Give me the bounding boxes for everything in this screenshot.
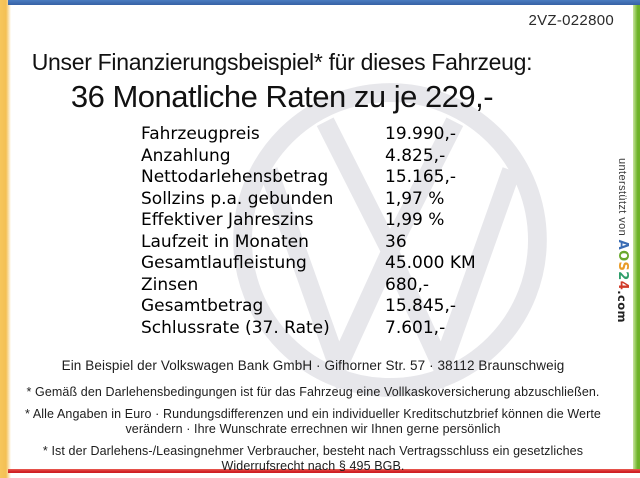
row-label: Sollzins p.a. gebunden — [141, 188, 334, 209]
headline: Unser Finanzierungsbeispiel* für dieses … — [8, 49, 556, 115]
table-row: Gesamtbetrag 15.845,- — [141, 296, 476, 318]
table-row: Zinsen 680,- — [141, 275, 476, 297]
footnote: * Gemäß den Darlehensbedingungen ist für… — [26, 385, 600, 399]
row-value: 45.000 KM — [385, 253, 476, 273]
footnote: * Alle Angaben in Euro · Rundungsdiffere… — [25, 406, 601, 437]
row-value: 15.845,- — [385, 296, 457, 316]
row-value: 1,99 % — [385, 210, 445, 230]
table-row: Anzahlung 4.825,- — [141, 146, 476, 168]
table-row: Fahrzeugpreis 19.990,- — [141, 124, 476, 146]
table-row: Sollzins p.a. gebunden 1,97 % — [141, 189, 476, 211]
supported-by-note: unterstützt von AOS24.com — [615, 158, 630, 323]
frame-right-green-bar — [633, 5, 640, 470]
aos24-logo-letter: A — [615, 239, 630, 251]
frame-top-blue-bar — [8, 0, 640, 5]
supported-by-text: unterstützt von — [616, 158, 628, 240]
aos24-logo-letter: O — [615, 250, 630, 262]
row-label: Anzahlung — [141, 145, 231, 166]
row-value: 19.990,- — [385, 124, 457, 144]
frame-left-yellow-bar — [0, 0, 11, 478]
row-label: Gesamtbetrag — [141, 296, 264, 316]
row-value: 1,97 % — [385, 188, 445, 209]
table-row: Nettodarlehensbetrag 15.165,- — [141, 167, 476, 189]
headline-intro: Unser Finanzierungsbeispiel* für dieses … — [31, 49, 533, 75]
document-code: 2VZ-022800 — [528, 12, 614, 29]
aos24-domain-suffix: .com — [615, 290, 629, 323]
aos24-logo-letter: S — [615, 261, 630, 272]
finance-table: Fahrzeugpreis 19.990,- Anzahlung 4.825,-… — [141, 124, 476, 339]
aos24-logo-letter: 4 — [615, 280, 630, 291]
row-label: Nettodarlehensbetrag — [141, 167, 329, 187]
row-label: Effektiver Jahreszins — [141, 210, 314, 230]
row-value: 680,- — [385, 274, 429, 295]
headline-rate: 36 Monatliche Raten zu je 229,- — [70, 79, 494, 114]
bank-address-line: Ein Beispiel der Volkswagen Bank GmbH · … — [61, 358, 565, 373]
table-row: Laufzeit in Monaten 36 — [141, 232, 476, 254]
table-row: Gesamtlaufleistung 45.000 KM — [141, 253, 476, 275]
row-value: 36 — [385, 231, 407, 252]
aos24-logo-letter: 2 — [615, 271, 630, 281]
row-label: Fahrzeugpreis — [141, 124, 260, 144]
row-value: 4.825,- — [385, 145, 446, 166]
footer: Ein Beispiel der Volkswagen Bank GmbH · … — [16, 358, 610, 478]
row-label: Zinsen — [141, 274, 199, 295]
table-row: Effektiver Jahreszins 1,99 % — [141, 210, 476, 232]
table-row: Schlussrate (37. Rate) 7.601,- — [141, 318, 476, 340]
row-value: 15.165,- — [385, 167, 457, 187]
row-value: 7.601,- — [385, 317, 446, 338]
row-label: Gesamtlaufleistung — [141, 253, 307, 273]
row-label: Laufzeit in Monaten — [141, 231, 309, 252]
vw-logo-icon — [228, 78, 552, 402]
frame-bottom-red-bar — [8, 469, 640, 473]
row-label: Schlussrate (37. Rate) — [141, 317, 330, 338]
footnote: * Ist der Darlehens-/Leasingnehmer Verbr… — [42, 443, 584, 474]
